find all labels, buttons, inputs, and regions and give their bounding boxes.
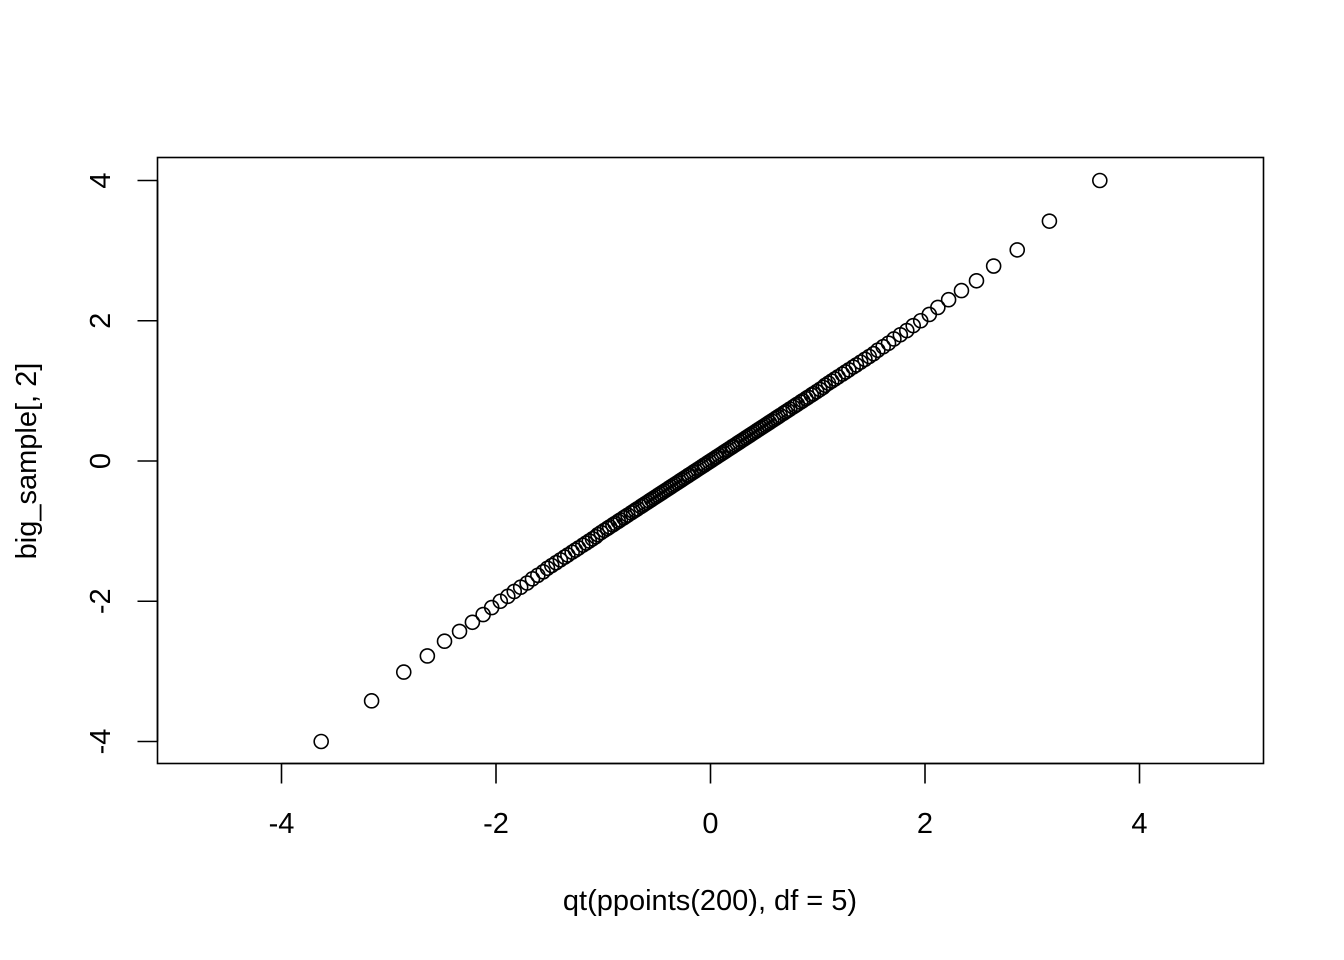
x-axis-title: qt(ppoints(200), df = 5) bbox=[563, 885, 857, 917]
x-axis: -4 -2 0 2 4 bbox=[269, 762, 1148, 840]
x-tick-label: 2 bbox=[917, 808, 933, 840]
y-axis: -4 -2 0 2 4 bbox=[85, 172, 159, 754]
y-axis-title: big_sample[, 2] bbox=[11, 363, 43, 560]
data-point bbox=[539, 560, 556, 577]
y-tick-label: 2 bbox=[85, 313, 117, 329]
x-tick-group: -4 -2 0 2 4 bbox=[269, 763, 1148, 840]
data-point bbox=[543, 557, 560, 574]
data-point bbox=[1041, 213, 1058, 229]
x-tick-label: -2 bbox=[483, 808, 509, 840]
data-point bbox=[852, 354, 869, 370]
data-point bbox=[880, 335, 897, 351]
y-tick-label: -2 bbox=[85, 588, 117, 614]
x-tick-label: 0 bbox=[702, 808, 718, 840]
data-point bbox=[848, 357, 865, 373]
data-point bbox=[313, 733, 329, 750]
data-point bbox=[475, 606, 491, 623]
data-point bbox=[451, 623, 468, 640]
data-point bbox=[548, 554, 564, 571]
data-point bbox=[985, 258, 1002, 274]
y-tick-label: 4 bbox=[85, 172, 117, 188]
data-point bbox=[395, 664, 412, 680]
data-point bbox=[953, 282, 970, 299]
x-tick-label: -4 bbox=[269, 808, 295, 840]
data-point bbox=[857, 351, 873, 368]
data-point bbox=[940, 291, 957, 308]
data-point bbox=[436, 633, 453, 650]
data-point bbox=[1092, 172, 1108, 189]
data-point bbox=[363, 693, 380, 709]
data-point bbox=[419, 648, 436, 664]
x-tick-label: 4 bbox=[1131, 808, 1147, 840]
data-point bbox=[519, 575, 535, 591]
data-point bbox=[1009, 242, 1026, 258]
data-point bbox=[930, 299, 946, 316]
data-point bbox=[968, 272, 985, 289]
data-point bbox=[464, 614, 481, 631]
data-points bbox=[313, 172, 1108, 750]
y-tick-group: -4 -2 0 2 4 bbox=[85, 172, 158, 754]
y-tick-label: 0 bbox=[85, 453, 117, 469]
y-tick-label: -4 bbox=[85, 729, 117, 755]
